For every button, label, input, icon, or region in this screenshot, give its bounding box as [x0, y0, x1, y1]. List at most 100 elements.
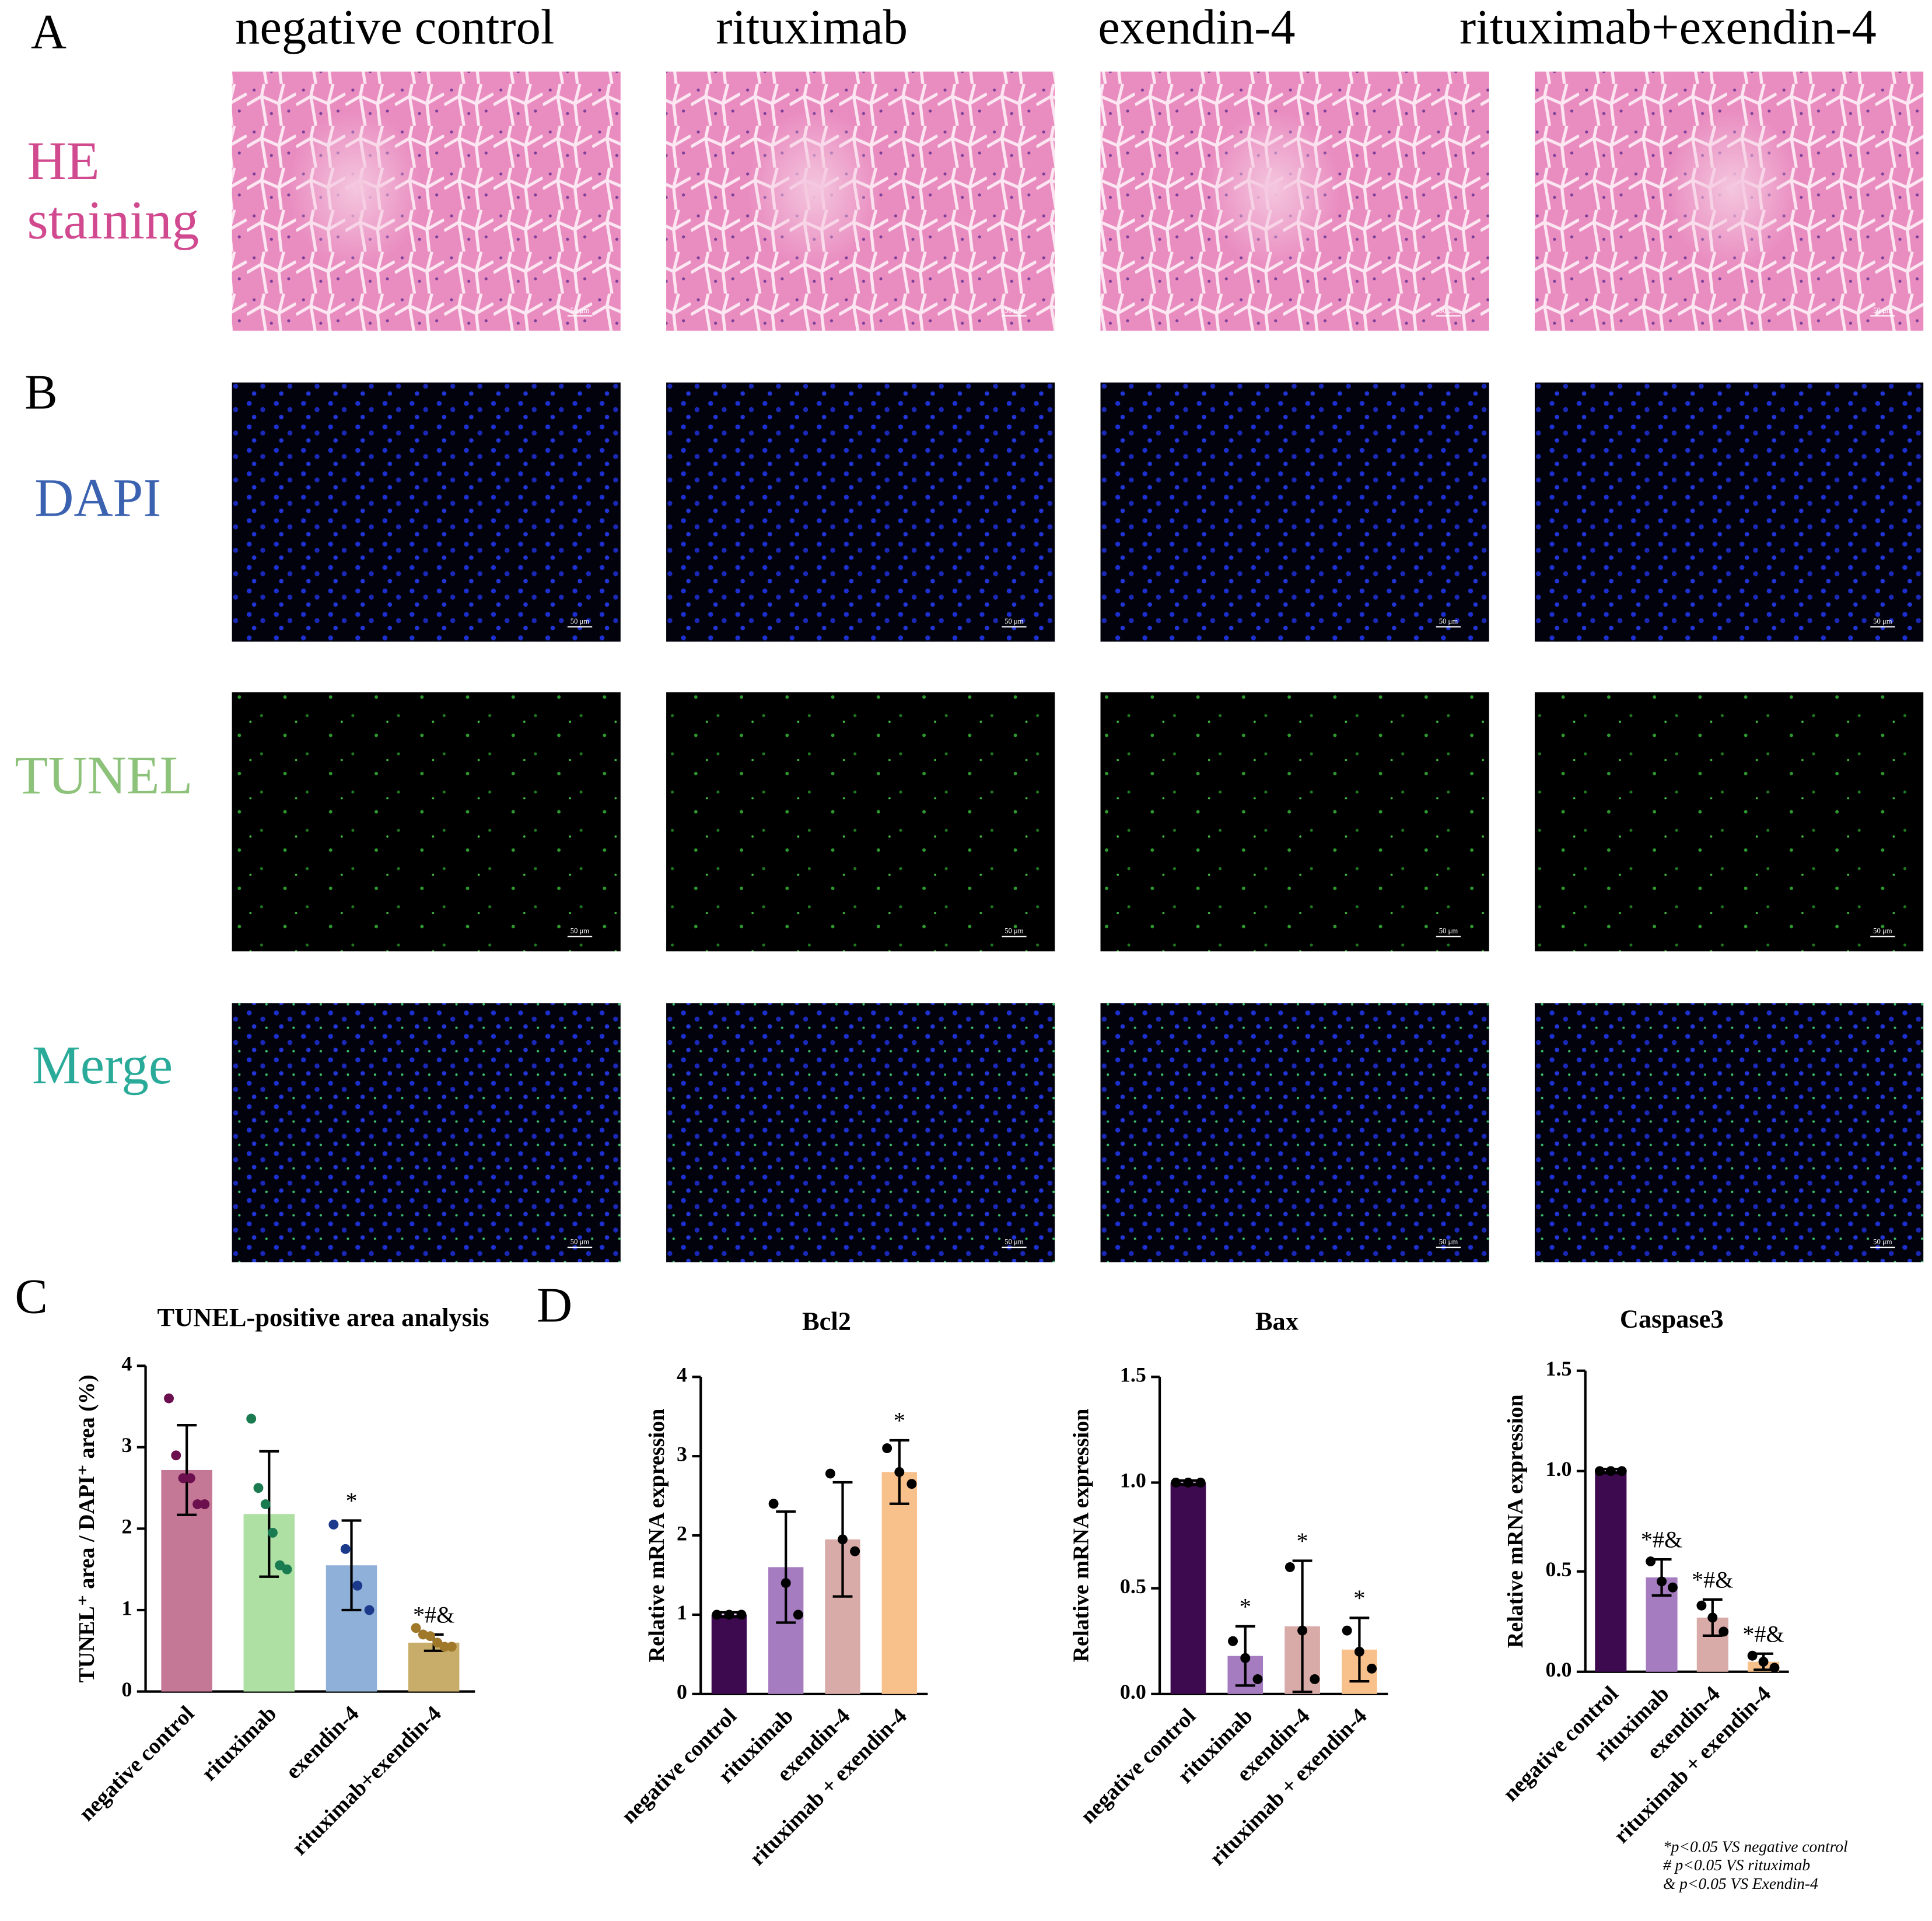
scale-bar-label: 50 μm [1005, 617, 1024, 625]
y-axis-label: Relative mRNA expression [645, 1409, 669, 1663]
data-point [275, 1560, 285, 1570]
data-point [1284, 1562, 1295, 1572]
bar [1170, 1482, 1206, 1694]
scale-bar-label: 50 μm [570, 306, 590, 314]
islet [1205, 109, 1341, 270]
error-bar [776, 1510, 796, 1624]
x-tick-label: exendin-4 [281, 1701, 364, 1784]
data-point [882, 1443, 892, 1454]
significance-label: * [1297, 1528, 1308, 1554]
y-axis-label: TUNEL⁺ area / DAPI⁺ area (%) [75, 1374, 99, 1682]
scale-bar-label: 50 μm [570, 617, 590, 625]
chart-title: Caspase3 [1620, 1304, 1724, 1333]
scale-bar-label: 50 μm [1439, 927, 1458, 935]
error-bar [259, 1450, 279, 1578]
data-point [1297, 1625, 1308, 1636]
data-point [1668, 1582, 1678, 1593]
data-point [724, 1609, 734, 1620]
significance-label: * [894, 1408, 905, 1434]
data-point [1183, 1478, 1194, 1488]
data-point [825, 1468, 835, 1479]
row-label: staining [27, 190, 200, 250]
data-point [768, 1499, 779, 1509]
row-label: TUNEL [15, 746, 192, 806]
data-point [328, 1519, 339, 1530]
scale-bar-label: 50 μm [1873, 927, 1892, 935]
y-tick-label: 2 [677, 1521, 687, 1545]
data-point [1310, 1674, 1320, 1684]
data-point [282, 1564, 292, 1574]
data-point [850, 1546, 860, 1556]
column-header: rituximab+exendin-4 [1460, 0, 1877, 54]
y-tick-label: 1.5 [1120, 1363, 1146, 1387]
scale-bar-label: 50 μm [1439, 306, 1458, 314]
data-point [439, 1642, 450, 1652]
data-point [1171, 1478, 1181, 1488]
x-tick-label: rituximab+exendin-4 [287, 1701, 446, 1860]
data-point [894, 1467, 905, 1477]
y-tick-label: 0 [677, 1680, 687, 1703]
bar [881, 1472, 917, 1694]
y-tick-label: 0 [121, 1678, 132, 1701]
scale-bar-label: 50 μm [1005, 1238, 1024, 1246]
scale-bar-label: 50 μm [1873, 617, 1892, 625]
error-bar [177, 1424, 197, 1516]
data-point [267, 1527, 278, 1538]
micrograph [1100, 692, 1489, 951]
bar [711, 1614, 747, 1694]
panel-label: B [24, 365, 57, 419]
data-point [364, 1605, 374, 1615]
data-point [340, 1544, 351, 1554]
y-tick-label: 2 [121, 1515, 132, 1538]
significance-label: * [345, 1488, 357, 1514]
footnote: *p<0.05 VS negative control [1663, 1838, 1848, 1856]
significance-label: * [1240, 1593, 1251, 1619]
data-point [1616, 1466, 1627, 1476]
islet [746, 109, 883, 270]
column-header: exendin-4 [1098, 0, 1295, 54]
footnote: & p<0.05 VS Exendin-4 [1663, 1875, 1818, 1892]
micrograph [1534, 1003, 1924, 1262]
micrograph [232, 692, 621, 951]
data-point [246, 1413, 257, 1424]
scale-bar-label: 50 μm [1005, 927, 1024, 935]
micrograph [1100, 1003, 1489, 1262]
y-tick-label: 4 [121, 1352, 132, 1376]
y-tick-label: 4 [677, 1363, 687, 1387]
data-point [352, 1580, 363, 1591]
y-tick-label: 1 [121, 1596, 132, 1619]
bar [1595, 1471, 1627, 1672]
data-point [260, 1499, 271, 1510]
data-point [200, 1499, 210, 1510]
data-point [1758, 1657, 1769, 1667]
micrograph [1534, 692, 1924, 951]
error-bar [341, 1519, 362, 1612]
y-tick-label: 1 [677, 1601, 687, 1624]
data-point [164, 1393, 174, 1404]
y-tick-label: 1.5 [1546, 1357, 1572, 1380]
panel-label: A [31, 5, 66, 60]
islet [1664, 109, 1800, 270]
y-tick-label: 1.0 [1546, 1457, 1572, 1481]
y-tick-label: 0.5 [1546, 1558, 1572, 1581]
y-tick-label: 3 [677, 1442, 687, 1465]
micrograph [1100, 382, 1489, 642]
scale-bar-label: 50 μm [570, 927, 590, 935]
data-point [712, 1609, 722, 1620]
data-point [432, 1637, 443, 1648]
micrograph [232, 1003, 621, 1262]
data-point [171, 1450, 181, 1461]
micrograph [1534, 382, 1924, 642]
data-point [411, 1623, 421, 1633]
data-point [1240, 1653, 1251, 1663]
column-header: rituximab [716, 0, 908, 54]
micrograph [232, 382, 621, 642]
data-point [1342, 1625, 1352, 1636]
significance-label: *#& [1692, 1567, 1733, 1593]
scale-bar-label: 50 μm [1873, 1238, 1892, 1246]
scale-bar-label: 50 μm [1439, 1238, 1458, 1246]
significance-label: *#& [1641, 1527, 1682, 1553]
chart-title: Bcl2 [802, 1307, 851, 1336]
footnote: # p<0.05 VS rituximab [1663, 1856, 1810, 1874]
data-point [780, 1578, 791, 1588]
